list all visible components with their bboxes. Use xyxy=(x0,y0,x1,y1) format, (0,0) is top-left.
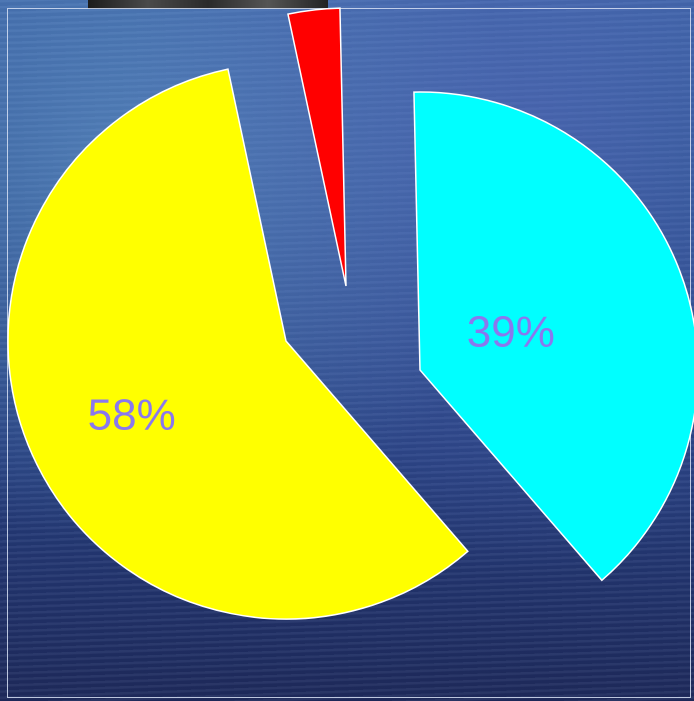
slice-label-39-percent: 39% xyxy=(467,308,555,357)
pie-slice-58-percent xyxy=(7,68,469,620)
photo-thumbnail-edge xyxy=(88,0,328,9)
pie-slice-39-percent xyxy=(413,91,694,582)
slice-label-58-percent: 58% xyxy=(88,390,176,439)
pie-slice-small-red xyxy=(287,7,347,287)
